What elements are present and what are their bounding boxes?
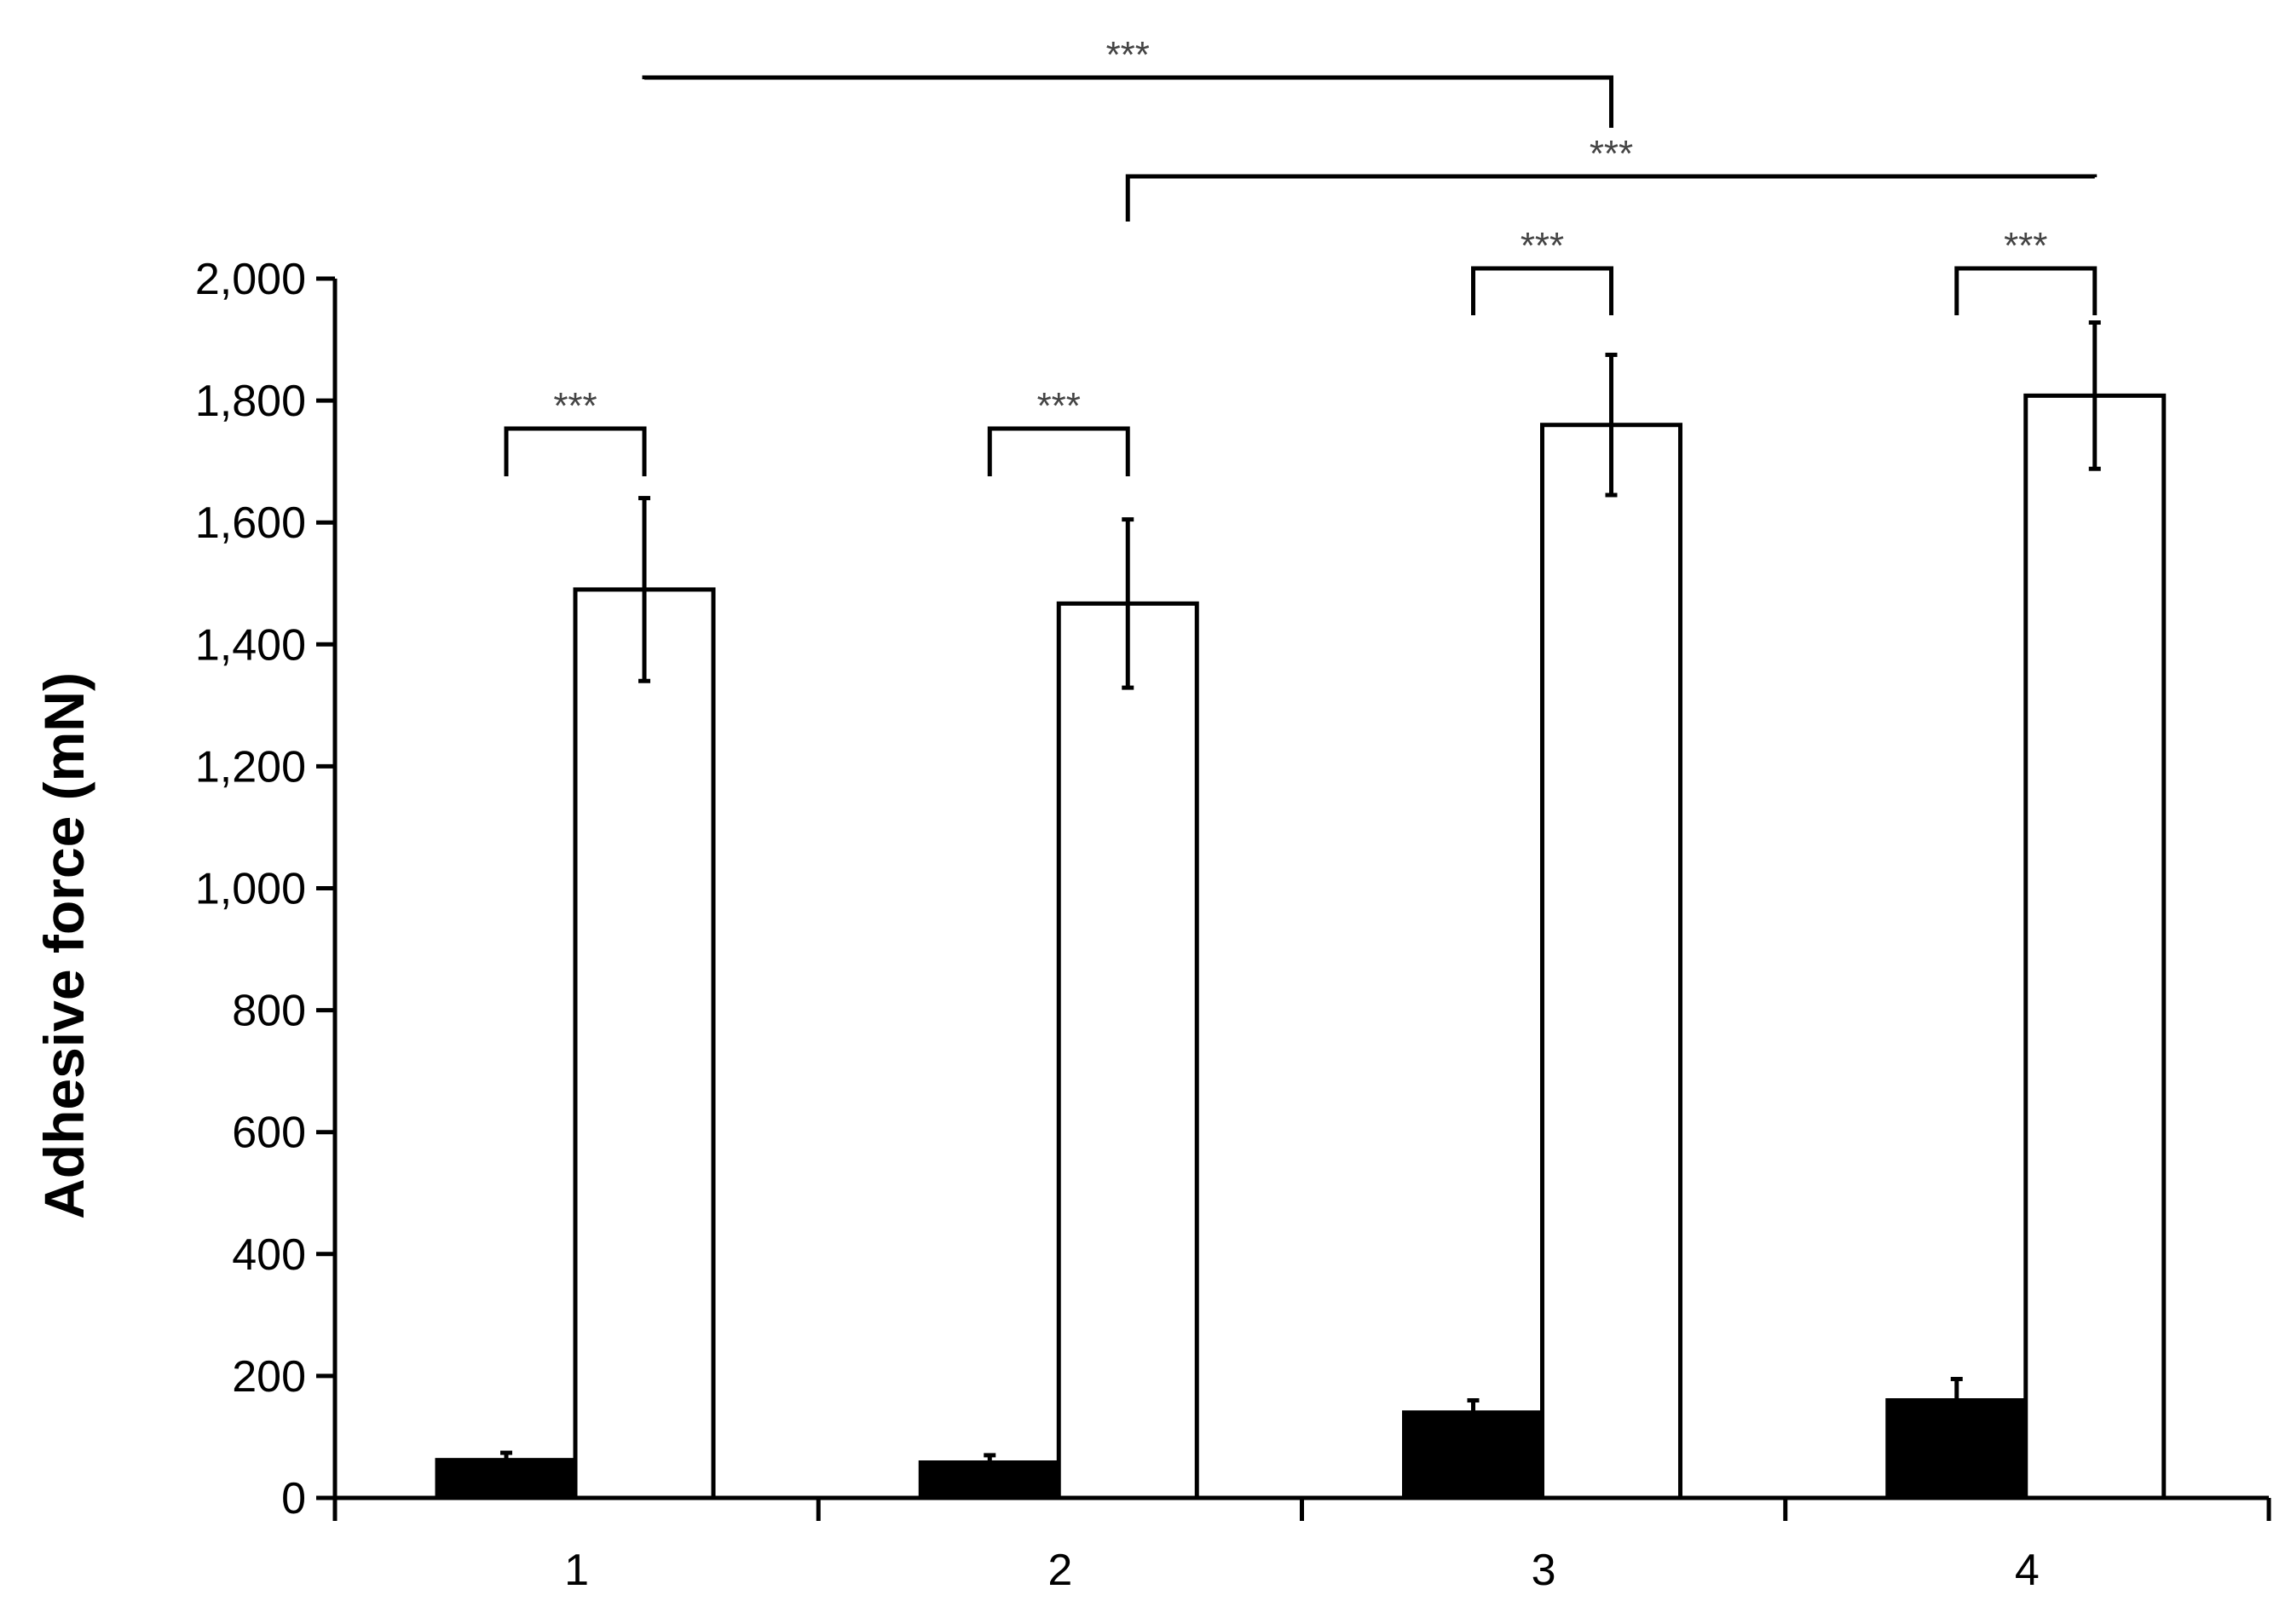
significance-bracket (1471, 266, 1613, 315)
significance-bracket (642, 75, 1613, 128)
y-tick-label: 1,000 (195, 865, 306, 914)
x-tick-label: 3 (1532, 1546, 1556, 1595)
bar-2-series-2 (1056, 601, 1199, 1500)
y-tick-label: 400 (232, 1230, 306, 1280)
y-tick-label: 200 (232, 1352, 306, 1402)
significance-label: *** (1106, 34, 1150, 76)
y-tick-label: 800 (232, 987, 306, 1036)
x-tick-label: 4 (2015, 1546, 2040, 1595)
significance-label: *** (1590, 133, 1633, 175)
significance-bracket (1954, 266, 2098, 315)
significance-label: *** (1521, 225, 1564, 267)
significance-layer: *** *** *** *** *** *** (504, 34, 2098, 476)
x-tick-label: 2 (1047, 1546, 1072, 1595)
bars-layer (435, 393, 2167, 1500)
bar-3-series-2 (1540, 423, 1682, 1500)
y-tick-label: 1,800 (195, 377, 306, 426)
y-tick-label: 1,200 (195, 742, 306, 792)
significance-bracket (1125, 174, 2098, 222)
y-tick-label: 1,400 (195, 620, 306, 670)
bar-4-series-2 (2023, 393, 2167, 1500)
bar-1-series-2 (573, 587, 716, 1500)
significance-bracket (504, 426, 647, 476)
y-tick-label: 0 (281, 1474, 306, 1523)
significance-label: *** (553, 385, 597, 427)
axes-layer: 0 200 400 600 800 1,000 1,200 1,400 1,600 1,800 2,… (195, 255, 2271, 1595)
y-tick-label: 2,000 (195, 255, 306, 304)
significance-label: *** (1037, 385, 1081, 427)
significance-label: *** (2004, 225, 2047, 267)
y-tick-label: 1,600 (195, 498, 306, 548)
y-tick-label: 600 (232, 1109, 306, 1158)
significance-bracket (987, 426, 1130, 476)
x-tick-label: 1 (564, 1546, 589, 1595)
y-axis-title: Adhesive force (mN) (32, 672, 95, 1219)
error-bars-layer (500, 320, 2101, 1472)
